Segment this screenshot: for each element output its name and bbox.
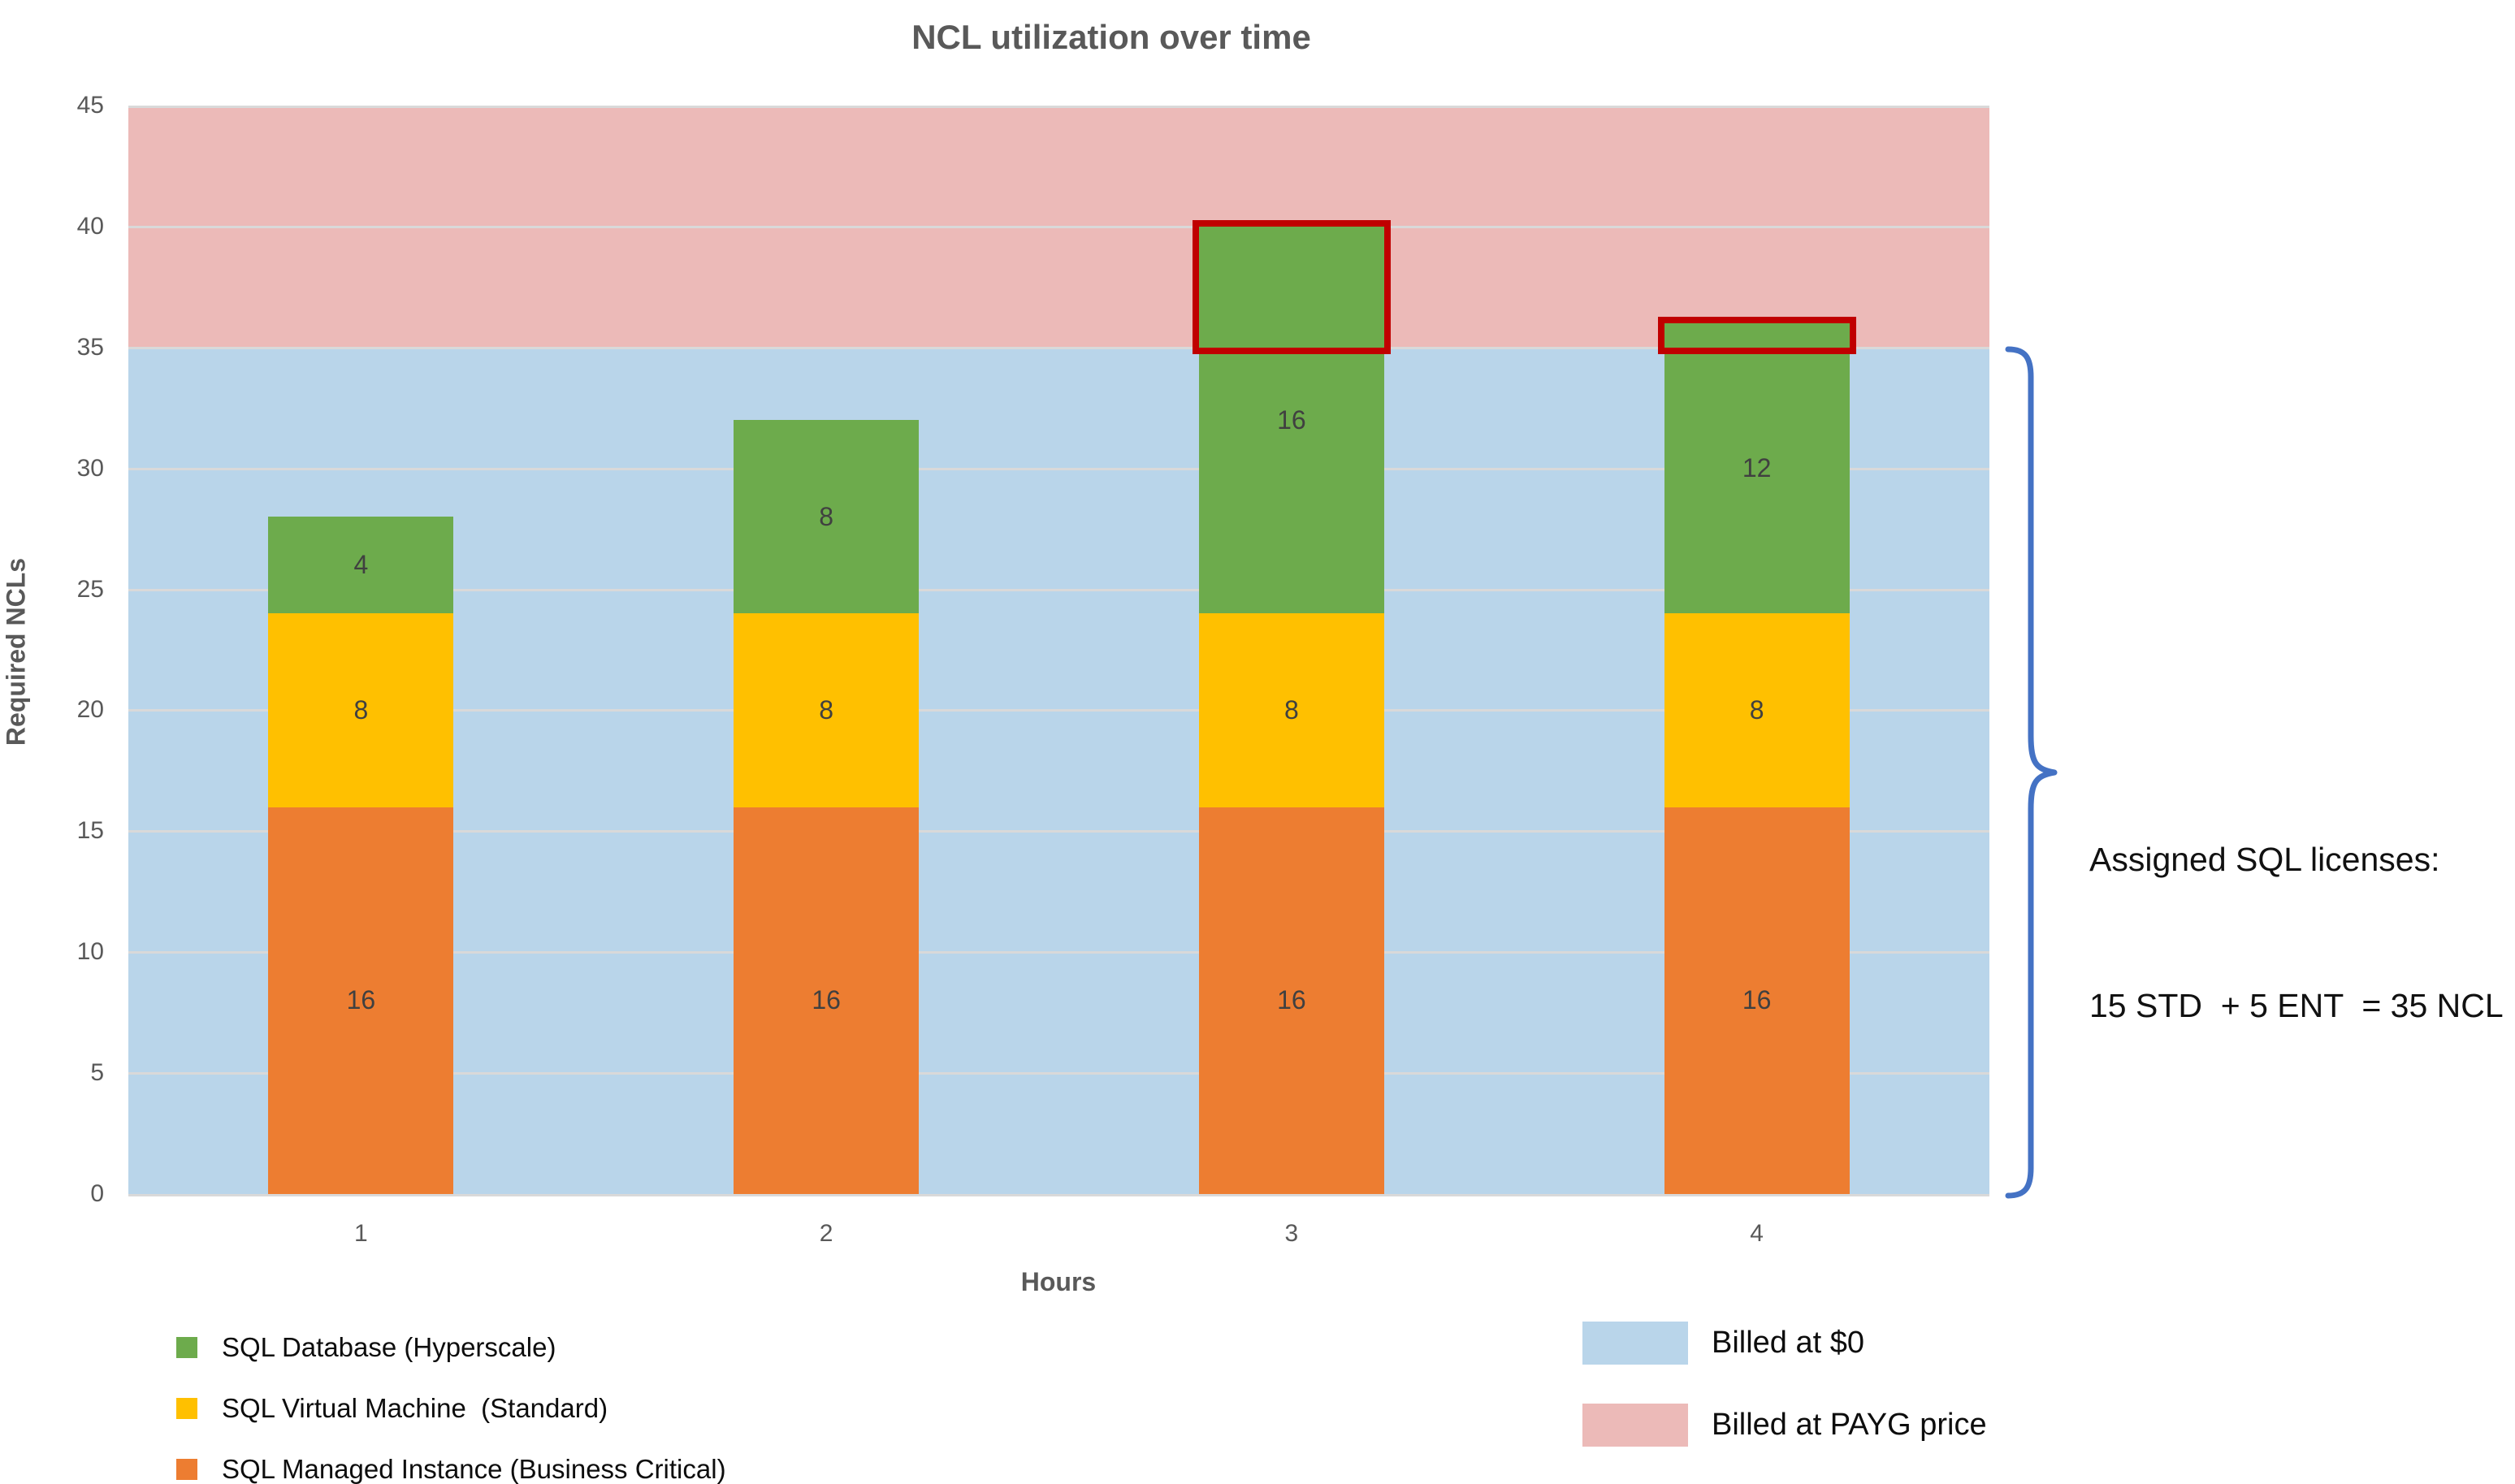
- y-tick-label-35: 35: [76, 333, 104, 361]
- bands-legend-swatch: [1582, 1322, 1688, 1365]
- bar-value-label: 8: [819, 694, 834, 725]
- y-tick-label-5: 5: [90, 1059, 104, 1087]
- bar-value-label: 16: [346, 985, 376, 1015]
- gridline-10: [128, 951, 1989, 954]
- bar-value-label: 16: [1742, 985, 1772, 1015]
- bar-value-label: 16: [1277, 985, 1306, 1015]
- series-legend-swatch: [176, 1398, 197, 1419]
- curly-brace: [2005, 346, 2058, 1199]
- bar-segment: 8: [734, 613, 920, 807]
- series-legend-swatch: [176, 1459, 197, 1480]
- gridline-20: [128, 709, 1989, 712]
- x-tick-label-4: 4: [1750, 1220, 1764, 1247]
- bar-segment: 4: [268, 517, 454, 614]
- bar-segment: 8: [1198, 613, 1384, 807]
- y-tick-label-0: 0: [90, 1180, 104, 1207]
- bar-value-label: 8: [1283, 694, 1299, 725]
- plot-area: 16 8 4 16 8 8 16 8 16 16 8 12: [128, 106, 1989, 1196]
- series-legend-swatch: [176, 1337, 197, 1358]
- series-legend-label: SQL Database (Hyperscale): [222, 1332, 556, 1362]
- gridline-5: [128, 1072, 1989, 1075]
- series-legend-item: SQL Database (Hyperscale): [176, 1332, 726, 1363]
- bar-segment: 16: [268, 807, 454, 1194]
- overflow-highlight: [1657, 317, 1856, 354]
- bar-value-label: 8: [353, 694, 369, 725]
- bands-legend-label: Billed at PAYG price: [1712, 1408, 1987, 1442]
- gridline-25: [128, 588, 1989, 591]
- x-axis-title: Hours: [1020, 1267, 1097, 1296]
- bar-value-label: 4: [353, 550, 369, 580]
- gridline-45: [128, 106, 1989, 108]
- bar-value-label: 16: [812, 985, 841, 1015]
- gridline-0: [128, 1194, 1989, 1196]
- bands-legend-item: Billed at PAYG price: [1582, 1404, 1987, 1447]
- y-tick-label-30: 30: [76, 454, 104, 482]
- bar-value-label: 16: [1277, 405, 1306, 435]
- gridline-40: [128, 225, 1989, 228]
- bar-value-label: 12: [1742, 453, 1772, 483]
- y-tick-label-40: 40: [76, 212, 104, 240]
- bar-segment: 16: [1198, 226, 1384, 614]
- x-tick-label-2: 2: [819, 1220, 833, 1247]
- y-tick-label-45: 45: [76, 92, 104, 119]
- curly-brace-path: [2005, 346, 2058, 1199]
- annotation-line-2: 15 STD + 5 ENT = 35 NCL: [2089, 987, 2504, 1024]
- y-tick-label-15: 15: [76, 817, 104, 845]
- license-annotation: Assigned SQL licenses: 15 STD + 5 ENT = …: [2089, 738, 2504, 1127]
- series-legend-item: SQL Virtual Machine (Standard): [176, 1393, 726, 1424]
- bands-legend-label: Billed at $0: [1712, 1326, 1865, 1360]
- x-tick-label-3: 3: [1284, 1220, 1299, 1247]
- x-tick-label-1: 1: [354, 1220, 368, 1247]
- y-tick-label-20: 20: [76, 696, 104, 724]
- series-legend-label: SQL Virtual Machine (Standard): [222, 1393, 608, 1423]
- gridline-30: [128, 467, 1989, 470]
- bar-segment: 8: [268, 613, 454, 807]
- gridline-15: [128, 830, 1989, 833]
- bar-segment: 8: [1664, 613, 1850, 807]
- bar-segment: 16: [734, 807, 920, 1194]
- bands-legend-item: Billed at $0: [1582, 1322, 1987, 1365]
- bar-segment: 8: [734, 420, 920, 614]
- series-legend-item: SQL Managed Instance (Business Critical): [176, 1454, 726, 1484]
- overflow-highlight: [1192, 219, 1391, 354]
- y-axis-title: Required NCLs: [1, 557, 31, 746]
- bands-legend-swatch: [1582, 1404, 1688, 1447]
- bar-segment: 12: [1664, 323, 1850, 614]
- gridline-35: [128, 346, 1989, 349]
- bar-value-label: 8: [1749, 694, 1764, 725]
- bar-value-label: 8: [819, 501, 834, 531]
- series-legend-label: SQL Managed Instance (Business Critical): [222, 1454, 726, 1484]
- bar-segment: 16: [1664, 807, 1850, 1194]
- bar-segment: 16: [1198, 807, 1384, 1194]
- series-legend: SQL Database (Hyperscale) SQL Virtual Mac…: [176, 1332, 726, 1484]
- bands-legend: Billed at $0 Billed at PAYG price: [1582, 1322, 1987, 1484]
- y-tick-label-10: 10: [76, 938, 104, 966]
- annotation-line-1: Assigned SQL licenses:: [2089, 841, 2440, 878]
- chart-title: NCL utilization over time: [911, 18, 1311, 56]
- y-tick-label-25: 25: [76, 575, 104, 603]
